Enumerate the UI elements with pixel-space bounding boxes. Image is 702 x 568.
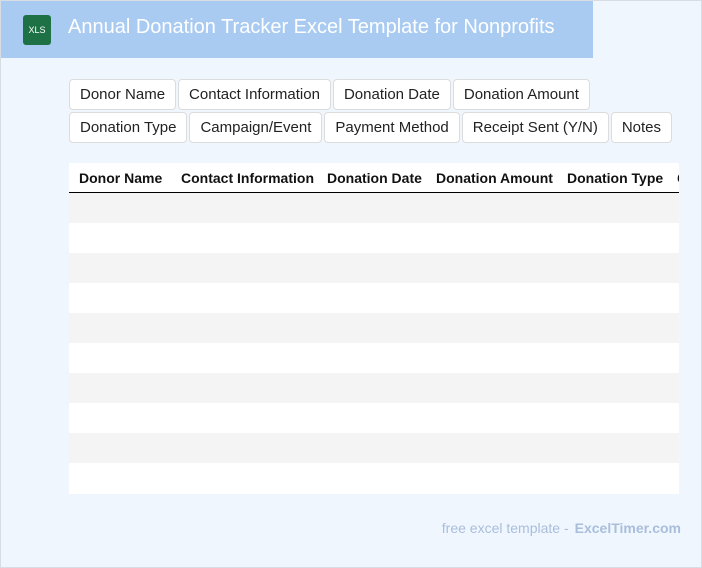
column-header: Donation Amount bbox=[426, 163, 557, 193]
table-cell bbox=[667, 373, 679, 403]
table-cell bbox=[317, 192, 426, 223]
table-cell bbox=[426, 463, 557, 493]
table-row bbox=[69, 403, 679, 433]
field-chip[interactable]: Payment Method bbox=[324, 112, 460, 143]
table-cell bbox=[557, 192, 667, 223]
table-row bbox=[69, 463, 679, 493]
field-chip[interactable]: Notes bbox=[610, 112, 673, 143]
table-row bbox=[69, 433, 679, 463]
table-cell bbox=[69, 223, 171, 253]
table-cell bbox=[667, 463, 679, 493]
table-cell bbox=[69, 403, 171, 433]
header: XLS Annual Donation Tracker Excel Templa… bbox=[1, 1, 593, 58]
table-cell bbox=[171, 343, 317, 373]
table-wrap: Donor Name Contact Information Donation Da… bbox=[69, 163, 679, 494]
header-row: Donor Name Contact Information Donation Da… bbox=[69, 163, 679, 193]
table-cell bbox=[69, 192, 171, 223]
table-cell bbox=[426, 192, 557, 223]
table-cell bbox=[171, 403, 317, 433]
table-cell bbox=[69, 463, 171, 493]
table-cell bbox=[667, 192, 679, 223]
table-cell bbox=[69, 283, 171, 313]
table-cell bbox=[69, 343, 171, 373]
table-cell bbox=[317, 253, 426, 283]
table-cell bbox=[557, 463, 667, 493]
table-cell bbox=[317, 463, 426, 493]
table-cell bbox=[171, 373, 317, 403]
table-cell bbox=[426, 223, 557, 253]
table-cell bbox=[557, 283, 667, 313]
table-row bbox=[69, 313, 679, 343]
table: Donor Name Contact Information Donation Da… bbox=[69, 163, 679, 493]
table-cell bbox=[171, 463, 317, 493]
table-cell bbox=[69, 373, 171, 403]
table-row bbox=[69, 192, 679, 223]
field-chip[interactable]: Donation Amount bbox=[452, 79, 590, 110]
table-cell bbox=[171, 223, 317, 253]
table-cell bbox=[426, 403, 557, 433]
footer-text: free excel template - bbox=[441, 520, 569, 536]
table-cell bbox=[426, 283, 557, 313]
table-cell bbox=[557, 433, 667, 463]
field-chip[interactable]: Receipt Sent (Y/N) bbox=[461, 112, 609, 143]
table-cell bbox=[426, 343, 557, 373]
footer: free excel template - ExcelTimer.com bbox=[442, 520, 681, 536]
table-cell bbox=[171, 253, 317, 283]
column-header: Donation Date bbox=[317, 163, 426, 193]
table-cell bbox=[667, 433, 679, 463]
table-row bbox=[69, 253, 679, 283]
table-cell bbox=[667, 403, 679, 433]
table-cell bbox=[69, 253, 171, 283]
table-cell bbox=[667, 283, 679, 313]
table-cell bbox=[557, 223, 667, 253]
table-cell bbox=[557, 403, 667, 433]
table-row bbox=[69, 373, 679, 403]
table-cell bbox=[557, 343, 667, 373]
table-cell bbox=[667, 223, 679, 253]
table-cell bbox=[317, 223, 426, 253]
table-cell bbox=[171, 192, 317, 223]
column-header: Campaign/Event bbox=[667, 163, 679, 193]
table-row bbox=[69, 283, 679, 313]
field-chip[interactable]: Donation Date bbox=[332, 79, 451, 110]
table-cell bbox=[426, 253, 557, 283]
table-cell bbox=[667, 343, 679, 373]
table-cell bbox=[557, 373, 667, 403]
table-body bbox=[69, 192, 679, 494]
field-chip[interactable]: Donation Type bbox=[69, 112, 188, 143]
table-cell bbox=[317, 313, 426, 343]
table-row bbox=[69, 343, 679, 373]
table-cell bbox=[317, 373, 426, 403]
table-cell bbox=[171, 313, 317, 343]
table-cell bbox=[426, 373, 557, 403]
table-cell bbox=[171, 433, 317, 463]
footer-link[interactable]: ExcelTimer.com bbox=[574, 520, 681, 536]
field-chip[interactable]: Contact Information bbox=[178, 79, 331, 110]
table-cell bbox=[317, 403, 426, 433]
page-title: Annual Donation Tracker Excel Template f… bbox=[68, 16, 555, 38]
column-header: Contact Information bbox=[171, 163, 317, 193]
table-cell bbox=[557, 313, 667, 343]
field-chip[interactable]: Donor Name bbox=[69, 79, 177, 110]
table-cell bbox=[317, 343, 426, 373]
table-cell bbox=[317, 283, 426, 313]
field-chips: Donor Name Contact Information Donation Da… bbox=[69, 79, 679, 143]
table-cell bbox=[667, 313, 679, 343]
table-cell bbox=[667, 253, 679, 283]
table-row bbox=[69, 223, 679, 253]
column-header: Donor Name bbox=[69, 163, 171, 193]
table-cell bbox=[557, 253, 667, 283]
table-cell bbox=[426, 313, 557, 343]
table-cell bbox=[69, 433, 171, 463]
field-chip[interactable]: Campaign/Event bbox=[189, 112, 323, 143]
table-cell bbox=[317, 433, 426, 463]
table-cell bbox=[171, 283, 317, 313]
file-icon: XLS bbox=[23, 15, 51, 45]
table-cell bbox=[426, 433, 557, 463]
table-cell bbox=[69, 313, 171, 343]
column-header: Donation Type bbox=[557, 163, 667, 193]
